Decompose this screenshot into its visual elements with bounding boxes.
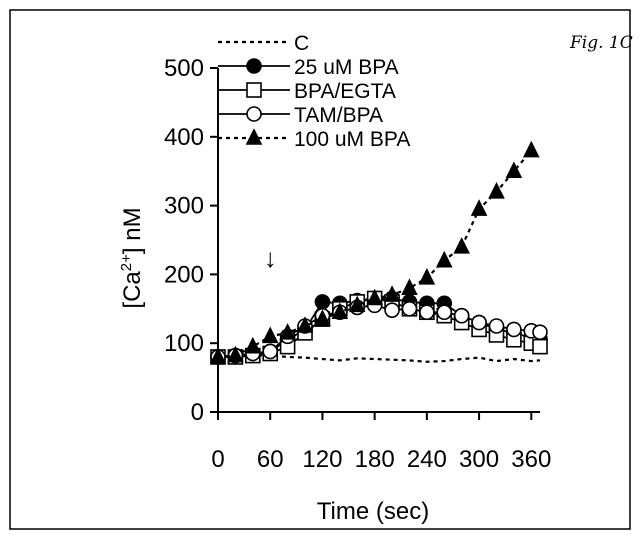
- data-point: [401, 300, 418, 317]
- data-point: [314, 294, 331, 310]
- legend-label: 100 uM BPA: [294, 128, 410, 151]
- data-point: [532, 324, 548, 340]
- data-point: [314, 309, 331, 326]
- data-point: [348, 295, 366, 313]
- figure-border: [9, 9, 631, 530]
- legend-item: 100 uM BPA: [218, 128, 410, 151]
- legend-item: BPA/EGTA: [218, 80, 396, 103]
- y-axis-label-superscript: 2+: [118, 254, 135, 271]
- data-point: [419, 304, 435, 321]
- x-tick-label: 0: [211, 446, 224, 473]
- data-point: [383, 285, 401, 302]
- legend-label: 25 uM BPA: [294, 56, 399, 79]
- data-point: [401, 278, 418, 295]
- data-point: [418, 268, 436, 285]
- data-point: [435, 250, 453, 268]
- x-axis-label: Time (sec): [317, 498, 429, 525]
- series-100-um-bpa: [209, 140, 540, 364]
- x-tick-label: 120: [302, 446, 342, 473]
- y-axis-label-unit: ] nM: [119, 207, 146, 254]
- y-tick-label: 300: [164, 193, 204, 220]
- data-point: [523, 140, 540, 158]
- data-point: [488, 318, 505, 334]
- stimulus-arrow: ↓: [264, 243, 277, 273]
- figure-label: Fig. 1C: [569, 33, 633, 53]
- data-point: [470, 199, 488, 216]
- y-tick-label: 500: [164, 55, 204, 82]
- data-point: [244, 336, 262, 354]
- series-layer: [209, 140, 548, 365]
- data-point: [453, 307, 470, 324]
- data-point: [296, 316, 314, 333]
- legend-marker: [246, 106, 262, 122]
- data-point: [279, 323, 296, 340]
- x-ticks: 0 60 120 180 240 300 360: [211, 412, 551, 473]
- x-tick-label: 180: [355, 446, 395, 473]
- y-ticks: 0 100 200 300 400 500: [164, 55, 218, 426]
- legend-label: BPA/EGTA: [294, 80, 396, 103]
- data-point: [532, 338, 548, 355]
- data-point: [331, 302, 349, 320]
- x-tick-label: 60: [257, 446, 284, 473]
- legend-marker: [246, 58, 262, 74]
- data-point: [261, 326, 279, 344]
- legend-item: TAM/BPA: [218, 104, 383, 127]
- data-point: [436, 304, 453, 321]
- x-tick-label: 300: [459, 446, 499, 473]
- data-point: [471, 314, 487, 331]
- data-point: [384, 302, 400, 318]
- x-tick-label: 240: [407, 446, 447, 473]
- legend-item: C: [218, 32, 309, 55]
- y-axis-label-main: [Ca: [119, 271, 146, 309]
- legend-label: TAM/BPA: [294, 104, 383, 127]
- y-tick-label: 0: [191, 399, 204, 426]
- y-axis-label: [Ca2+] nM: [118, 207, 146, 308]
- x-tick-label: 360: [511, 446, 551, 473]
- y-tick-label: 400: [164, 124, 204, 151]
- data-point: [505, 161, 523, 178]
- data-point: [227, 345, 244, 363]
- legend-item: 25 uM BPA: [218, 56, 399, 79]
- data-point: [453, 237, 470, 254]
- data-point: [262, 343, 279, 360]
- data-point: [488, 182, 505, 199]
- data-point: [506, 321, 522, 338]
- series-tam-bpa: [210, 297, 548, 365]
- y-tick-label: 200: [164, 261, 204, 288]
- y-tick-label: 100: [164, 330, 204, 357]
- legend-label: C: [294, 32, 309, 55]
- legend-marker: [246, 82, 262, 98]
- legend-marker: [245, 128, 263, 145]
- data-point: [209, 347, 227, 364]
- data-point: [366, 288, 383, 306]
